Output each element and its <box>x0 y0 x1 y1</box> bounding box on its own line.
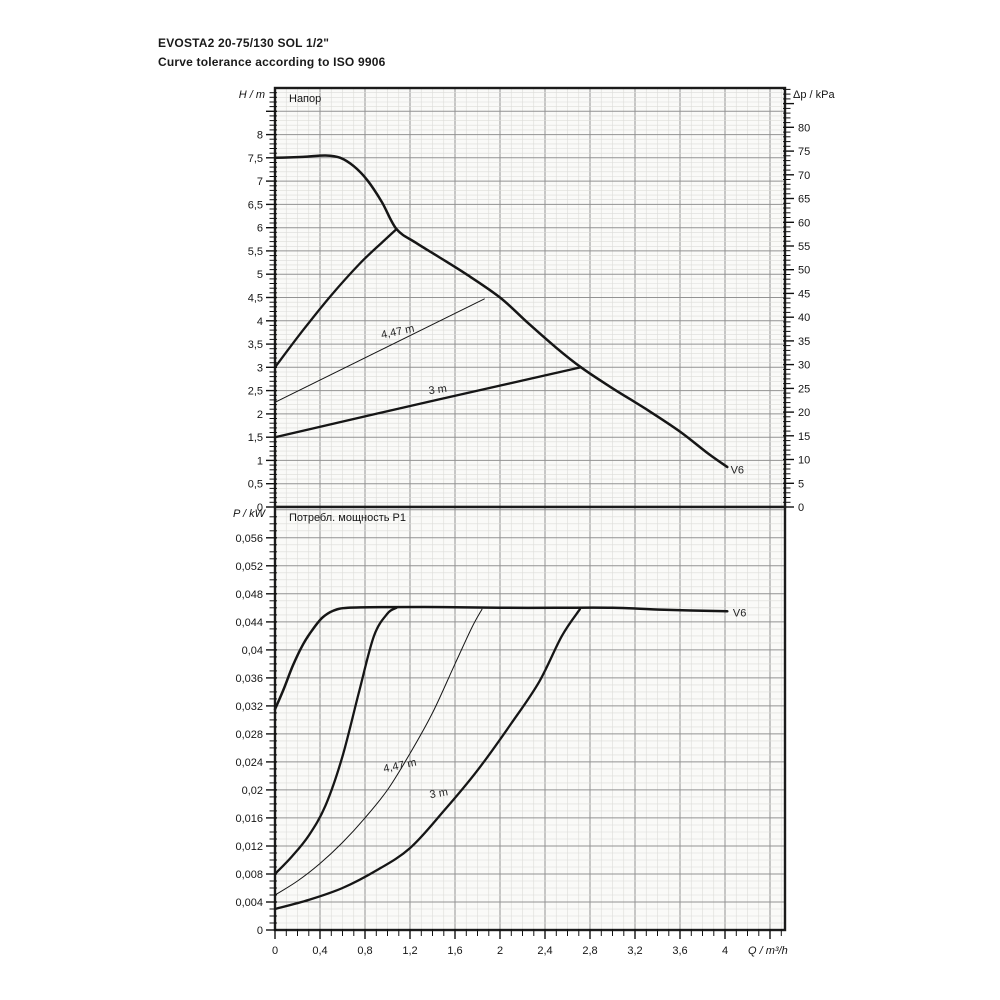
right-tick-label: 5 <box>798 478 804 490</box>
right-tick-label: 10 <box>798 455 810 467</box>
x-tick-label: 0 <box>272 945 278 957</box>
y-tick-label: 7 <box>257 176 263 188</box>
y-tick-label: 3,5 <box>248 339 263 351</box>
x-tick-label: 2,8 <box>582 945 597 957</box>
x-tick-label: 4 <box>722 945 728 957</box>
y-axis-title: P / kW <box>233 508 267 520</box>
y-tick-label: 0,02 <box>242 785 263 797</box>
y-tick-label: 4,5 <box>248 293 263 305</box>
y-tick-label: 6,5 <box>248 199 263 211</box>
x-tick-label: 0,8 <box>357 945 372 957</box>
x-tick-label: 2 <box>497 945 503 957</box>
annotation-3-m: 3 m <box>428 383 448 397</box>
grid <box>274 507 785 931</box>
y-tick-label: 0,052 <box>235 561 263 573</box>
right-tick-label: 15 <box>798 431 810 443</box>
annotation-3-m: 3 m <box>429 786 449 801</box>
y-tick-label: 0 <box>257 502 263 514</box>
y-tick-label: 0,04 <box>242 645 263 657</box>
right-tick-label: 35 <box>798 336 810 348</box>
right-tick-label: 50 <box>798 265 810 277</box>
y-tick-label: 7,5 <box>248 153 263 165</box>
curve-proportional-limit-6m-power <box>273 606 398 876</box>
left-axis: 0 0,5 1 1,5 2 2,5 3 3,5 4 4,5 5 5,5 6 6,5 7 7,5 8 <box>248 92 277 514</box>
right-tick-label: 75 <box>798 146 810 158</box>
y-tick-label: 4 <box>257 316 263 328</box>
head-chart: 00,511,522,533,544,555,566,577,580510152… <box>239 86 835 514</box>
x-tick-label: 0,4 <box>312 945 327 957</box>
right-tick-label: 70 <box>798 170 810 182</box>
x-tick-label: 2,4 <box>537 945 552 957</box>
right-tick-label: 60 <box>798 217 810 229</box>
chart-title: Напор <box>289 93 321 105</box>
right-tick-label: 80 <box>798 122 810 134</box>
curve-max-speed-head <box>273 154 729 469</box>
y-tick-label: 0,016 <box>235 813 263 825</box>
y-tick-label: 2,5 <box>248 386 263 398</box>
x-tick-label: 1,2 <box>402 945 417 957</box>
chart-title: Потребл. мощность P1 <box>289 512 406 524</box>
curve-max-speed-power <box>273 605 729 711</box>
x-axis: 0 0,4 0,8 1,2 1,6 2 2,4 2,8 3,2 3,6 4 Q / m³/h <box>272 929 788 957</box>
document-header: EVOSTA2 20-75/130 SOL 1/2" Curve toleran… <box>158 34 385 72</box>
y-tick-label: 0,056 <box>235 533 263 545</box>
right-tick-label: 20 <box>798 407 810 419</box>
y-tick-label: 0 <box>257 925 263 937</box>
y-axis-title: H / m <box>239 89 265 101</box>
y-tick-label: 0,048 <box>235 589 263 601</box>
right-tick-label: 40 <box>798 312 810 324</box>
right-axis: 0 5 10 15 20 25 30 35 40 45 50 55 60 65 70 75 80 Δp / kPa <box>783 88 835 514</box>
y-tick-label: 2 <box>257 409 263 421</box>
right-tick-label: 55 <box>798 241 810 253</box>
y-tick-label: 0,036 <box>235 673 263 685</box>
annotation-V6: V6 <box>733 607 746 619</box>
plot-border <box>273 505 787 932</box>
y-tick-label: 1,5 <box>248 432 263 444</box>
y-tick-label: 0,028 <box>235 729 263 741</box>
y-tick-label: 0,044 <box>235 617 263 629</box>
y-tick-label: 3 <box>257 362 263 374</box>
y-tick-label: 0,008 <box>235 869 263 881</box>
y-tick-label: 0,032 <box>235 701 263 713</box>
right-tick-label: 0 <box>798 502 804 514</box>
y-tick-label: 8 <box>257 130 263 142</box>
x-tick-label: 1,6 <box>447 945 462 957</box>
right-tick-label: 45 <box>798 288 810 300</box>
y-tick-label: 5 <box>257 269 263 281</box>
right-tick-label: 25 <box>798 383 810 395</box>
curve-setpoint-3m-power <box>273 608 582 911</box>
right-tick-label: 65 <box>798 194 810 206</box>
y-tick-label: 0,004 <box>235 897 263 909</box>
power-chart: 0 0,004 0,008 0,012 0,016 0,02 0,024 0,028 0,032… <box>233 505 788 957</box>
y-tick-label: 6 <box>257 223 263 235</box>
tolerance-note: Curve tolerance according to ISO 9906 <box>158 55 386 69</box>
right-axis-title: Δp / kPa <box>793 89 835 101</box>
right-tick-label: 30 <box>798 360 810 372</box>
x-axis-title: Q / m³/h <box>748 945 788 957</box>
x-tick-label: 3,6 <box>672 945 687 957</box>
curve-setpoint-4-47m-head <box>274 298 485 403</box>
curve-setpoint-4-47m-power <box>274 608 483 896</box>
product-title: EVOSTA2 20-75/130 SOL 1/2" <box>158 36 330 50</box>
grid <box>274 87 785 508</box>
y-tick-label: 1 <box>257 455 263 467</box>
curve-setpoint-3m-head <box>273 366 583 439</box>
y-tick-label: 5,5 <box>248 246 263 258</box>
left-axis: 0 0,004 0,008 0,012 0,016 0,02 0,024 0,028 0,032… <box>235 516 277 937</box>
y-tick-label: 0,024 <box>235 757 263 769</box>
annotation-V6: V6 <box>731 465 744 477</box>
y-tick-label: 0,5 <box>248 479 263 491</box>
curve-proportional-limit-6m-head <box>273 227 398 369</box>
x-tick-label: 3,2 <box>627 945 642 957</box>
y-tick-label: 0,012 <box>235 841 263 853</box>
